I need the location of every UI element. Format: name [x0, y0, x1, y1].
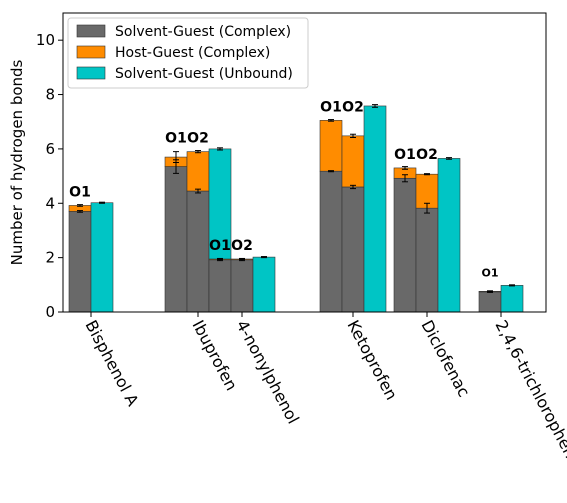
y-axis: 0 2 4 6 8 10: [36, 31, 63, 321]
error-bar-unbound: [372, 104, 378, 108]
x-tick-label: 4-nonylphenol: [232, 317, 303, 427]
x-tick-label: Ibuprofen: [188, 317, 241, 394]
bar-annotation-label: O1: [69, 184, 91, 200]
error-bar-total: [77, 204, 83, 207]
bar-solvent-guest-complex: [341, 186, 365, 313]
bar-solvent-guest-complex: [68, 211, 92, 313]
bar-host-guest-complex: [186, 151, 210, 192]
x-tick-label: Diclofenac: [417, 317, 473, 400]
bar-solvent-guest-unbound: [437, 158, 461, 313]
x-tick-label: 2,4,6-trichlorophenol: [491, 317, 567, 474]
legend-swatch: [76, 66, 106, 80]
bar-solvent-guest-complex: [186, 190, 210, 313]
error-bar-total: [217, 257, 223, 261]
bar-solvent-guest-complex: [230, 259, 254, 313]
error-bar-solvent: [328, 170, 334, 173]
bar-annotation-label: O1: [481, 266, 498, 279]
bar-solvent-guest-unbound: [90, 202, 114, 313]
error-bar-unbound: [99, 201, 105, 204]
bar-host-guest-complex: [319, 120, 343, 172]
legend: Solvent-Guest (Complex) Host-Guest (Compl…: [67, 17, 309, 89]
error-bar-solvent: [350, 184, 356, 190]
error-bar-solvent: [402, 174, 408, 183]
y-axis-label: Number of hydrogen bonds: [8, 59, 26, 265]
bar-annotation-label: O2: [342, 99, 364, 115]
bar-solvent-guest-unbound: [500, 285, 524, 313]
bar-annotation-label: O1: [320, 99, 342, 115]
bar-solvent-guest-complex: [208, 259, 232, 313]
error-bar-total: [424, 173, 430, 176]
legend-entry-label: Solvent-Guest (Unbound): [115, 66, 293, 82]
y-tick-label: 0: [45, 303, 55, 321]
y-tick-label: 8: [45, 86, 55, 104]
legend-box: [67, 17, 309, 89]
bars-layer: [68, 105, 524, 313]
bar-annotation-label: O2: [187, 131, 209, 147]
bar-solvent-guest-complex: [393, 177, 417, 313]
bar-solvent-guest-complex: [415, 207, 439, 313]
legend-entry-label: Host-Guest (Complex): [115, 45, 270, 61]
error-bar-solvent: [424, 202, 430, 214]
bar-annotation-label: O1: [209, 238, 231, 254]
bar-host-guest-complex: [341, 135, 365, 188]
legend-swatch: [76, 24, 106, 38]
error-bar-unbound: [446, 157, 452, 160]
bar-annotation-label: O2: [416, 147, 438, 163]
error-bars-layer: [77, 104, 515, 293]
error-bar-unbound: [261, 256, 267, 259]
y-tick-label: 6: [45, 140, 55, 158]
legend-entry-label: Solvent-Guest (Complex): [115, 24, 291, 40]
bar-solvent-guest-complex: [319, 170, 343, 313]
error-bar-total: [328, 119, 334, 122]
plot-frame: [62, 12, 547, 313]
y-tick-label: 2: [45, 249, 55, 267]
x-tick-label: Ketoprofen: [343, 317, 401, 403]
error-bar-unbound: [509, 284, 515, 287]
error-bar-solvent: [77, 210, 83, 213]
bar-annotation-label: O1: [165, 131, 187, 147]
x-tick-label: Bisphenol A: [81, 317, 142, 409]
bar-annotation-label: O1: [394, 147, 416, 163]
bar-annotation-label: O2: [231, 238, 253, 254]
bar-solvent-guest-complex: [164, 166, 188, 313]
error-bar-total: [402, 166, 408, 170]
y-tick-label: 10: [36, 31, 55, 49]
bar-solvent-guest-unbound: [363, 105, 387, 313]
error-bar-unbound: [217, 147, 223, 151]
error-bar-total: [350, 133, 356, 138]
y-tick-label: 4: [45, 194, 55, 212]
bar-solvent-guest-unbound: [252, 256, 276, 313]
error-bar-solvent: [195, 188, 201, 194]
error-bar-total: [487, 290, 493, 293]
legend-swatch: [76, 45, 106, 59]
error-bar-total: [239, 257, 245, 261]
error-bar-total: [173, 151, 179, 163]
bar-solvent-guest-complex: [478, 291, 502, 313]
error-bar-total: [195, 150, 201, 154]
